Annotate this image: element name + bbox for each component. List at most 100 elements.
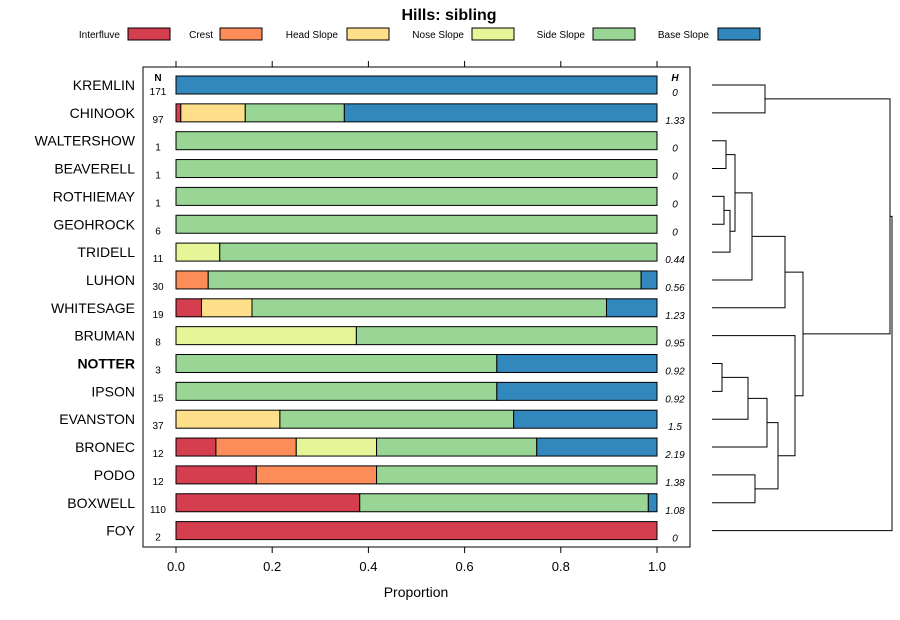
- bar-row: IPSON 15 0.92: [91, 381, 685, 405]
- bar-segment-side-slope: [207, 270, 642, 290]
- bar-row: BRUMAN 8 0.95: [74, 326, 685, 350]
- n-value: 171: [150, 87, 167, 98]
- n-value: 12: [152, 449, 164, 460]
- bar-row: BEAVERELL 1 0: [54, 159, 678, 183]
- category-label: BRONEC: [75, 439, 135, 455]
- h-value: 0.44: [665, 255, 685, 266]
- n-value: 97: [152, 115, 164, 126]
- category-label: PODO: [94, 467, 135, 483]
- top-ticks: [175, 61, 658, 67]
- legend-swatch-interfluve: [127, 27, 171, 41]
- bar-row: CHINOOK 97 1.33: [70, 103, 685, 127]
- h-value: 1.23: [665, 311, 685, 322]
- bar-segment-interfluve: [175, 437, 217, 457]
- n-value: 1: [155, 143, 161, 154]
- n-value: 1: [155, 171, 161, 182]
- bar-segment-side-slope: [175, 214, 658, 234]
- h-value: 1.38: [665, 478, 685, 489]
- bar-segment-interfluve: [175, 298, 202, 318]
- category-label: TRIDELL: [77, 244, 135, 260]
- bar-row: BRONEC 12 2.19: [75, 437, 685, 461]
- x-tick-label: 0.0: [167, 559, 185, 574]
- legend-label-interfluve: Interfluve: [79, 30, 121, 41]
- legend-label-nose-slope: Nose Slope: [412, 30, 464, 41]
- bar-segment-side-slope: [175, 354, 498, 373]
- bar-segment-base-slope: [513, 409, 658, 429]
- legend-swatch-base-slope: [717, 27, 761, 41]
- n-value: 2: [155, 533, 161, 544]
- dendrogram-branch: [712, 215, 893, 532]
- n-value: 30: [152, 282, 164, 293]
- dendrogram-branch: [712, 376, 749, 420]
- bar-segment-interfluve: [175, 493, 361, 513]
- n-value: 19: [152, 310, 164, 321]
- h-value: 0: [672, 88, 678, 99]
- bar-segment-interfluve: [175, 103, 182, 123]
- bar-segment-crest: [215, 437, 297, 457]
- bar-segment-side-slope: [175, 381, 498, 401]
- n-value: 3: [155, 366, 161, 377]
- bar-segment-interfluve: [175, 465, 257, 485]
- bar-row: TRIDELL 11 0.44: [77, 242, 685, 266]
- bar-segment-base-slope: [536, 437, 658, 457]
- dendrogram-branch: [712, 363, 723, 392]
- dendrogram-branch: [765, 98, 891, 335]
- dendrogram-branch: [712, 140, 727, 170]
- category-label: ROTHIEMAY: [53, 188, 136, 204]
- category-label: LUHON: [86, 272, 135, 288]
- bar-row: NOTTER 3 0.92: [77, 354, 685, 378]
- bar-segment-side-slope: [175, 159, 658, 179]
- bar-segment-nose-slope: [175, 242, 221, 262]
- bar-segment-side-slope: [175, 131, 658, 151]
- n-value: 6: [155, 226, 161, 237]
- h-value: 0.56: [665, 283, 685, 294]
- legend-swatch-head-slope: [346, 27, 390, 41]
- category-label: WHITESAGE: [51, 300, 135, 316]
- bar-segment-side-slope: [175, 186, 658, 206]
- bar-segment-base-slope: [605, 298, 658, 318]
- bar-segment-side-slope: [376, 465, 658, 485]
- h-value: 0: [672, 227, 678, 238]
- bar-segment-side-slope: [279, 409, 515, 429]
- h-value: 0: [672, 172, 678, 183]
- dendrogram-branch: [712, 335, 796, 457]
- bar-segment-head-slope: [175, 409, 281, 429]
- dendrogram-branch: [712, 209, 731, 253]
- x-axis: 0.0 0.2 0.4 0.6 0.8 1.0: [167, 547, 666, 574]
- x-tick-label: 1.0: [648, 559, 666, 574]
- category-label: BRUMAN: [74, 328, 135, 344]
- category-label: GEOHROCK: [53, 216, 135, 232]
- x-tick-label: 0.8: [552, 559, 570, 574]
- bar-segment-base-slope: [640, 270, 658, 290]
- bar-segment-side-slope: [376, 437, 538, 457]
- bar-row: GEOHROCK 6 0: [53, 214, 678, 238]
- legend-swatch-side-slope: [592, 27, 636, 41]
- bar-segment-side-slope: [244, 103, 345, 123]
- bar-row: WHITESAGE 19 1.23: [51, 298, 685, 322]
- legend-label-side-slope: Side Slope: [537, 30, 586, 41]
- bar-segment-base-slope: [496, 354, 658, 373]
- bar-segment-side-slope: [355, 326, 658, 346]
- chart-title: Hills: sibling: [401, 7, 496, 24]
- h-value: 0.92: [665, 367, 685, 378]
- bar-segment-side-slope: [359, 493, 649, 513]
- dendrogram: [712, 84, 893, 532]
- legend-swatch-nose-slope: [471, 27, 515, 41]
- dendrogram-branch: [712, 397, 768, 448]
- n-value: 15: [152, 393, 164, 404]
- h-value: 1.08: [665, 506, 685, 517]
- category-label: BEAVERELL: [54, 161, 135, 177]
- bar-row: PODO 12 1.38: [94, 465, 685, 489]
- category-label: CHINOOK: [70, 105, 136, 121]
- category-label: EVANSTON: [59, 411, 135, 427]
- bar-segment-side-slope: [251, 298, 607, 318]
- x-axis-label: Proportion: [384, 584, 449, 600]
- n-value: 11: [153, 254, 164, 265]
- category-label: IPSON: [91, 383, 135, 399]
- legend-label-head-slope: Head Slope: [286, 30, 339, 41]
- h-value: 0: [672, 534, 678, 545]
- bar-segment-head-slope: [180, 103, 246, 123]
- dendrogram-branch: [712, 195, 725, 225]
- bar-segment-base-slope: [647, 493, 658, 513]
